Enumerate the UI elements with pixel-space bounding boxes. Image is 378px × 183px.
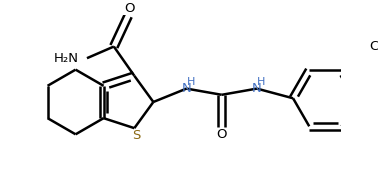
Text: H: H xyxy=(257,77,265,87)
Text: H₂N: H₂N xyxy=(53,52,79,65)
Text: O: O xyxy=(125,2,135,15)
Text: S: S xyxy=(132,129,140,142)
Text: O: O xyxy=(217,128,227,141)
Text: N: N xyxy=(252,82,262,95)
Text: H: H xyxy=(186,77,195,87)
Text: Cl: Cl xyxy=(370,40,378,53)
Text: N: N xyxy=(181,82,191,95)
